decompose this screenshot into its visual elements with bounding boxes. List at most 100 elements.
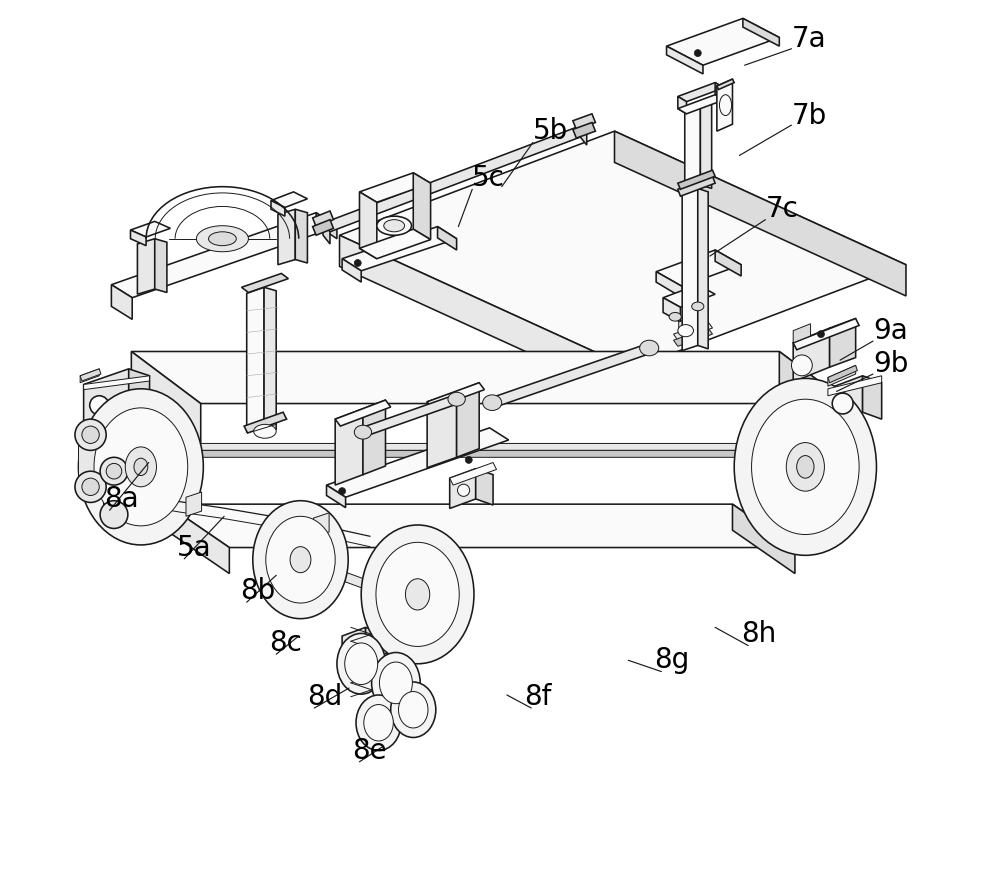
Polygon shape: [299, 556, 420, 608]
Polygon shape: [715, 250, 741, 276]
Ellipse shape: [82, 426, 99, 443]
Ellipse shape: [100, 457, 128, 485]
Polygon shape: [678, 170, 715, 189]
Polygon shape: [335, 400, 391, 426]
Text: 5c: 5c: [472, 164, 505, 192]
Circle shape: [465, 457, 472, 464]
Text: 8d: 8d: [307, 683, 343, 711]
Polygon shape: [685, 100, 700, 191]
Polygon shape: [149, 443, 817, 450]
Polygon shape: [656, 272, 682, 298]
Polygon shape: [828, 366, 856, 386]
Polygon shape: [717, 79, 734, 90]
Ellipse shape: [337, 634, 385, 694]
Ellipse shape: [719, 95, 732, 115]
Circle shape: [354, 259, 361, 266]
Ellipse shape: [752, 399, 859, 534]
Polygon shape: [678, 95, 724, 113]
Polygon shape: [656, 250, 741, 286]
Ellipse shape: [100, 501, 128, 528]
Text: 9a: 9a: [873, 317, 908, 345]
Polygon shape: [313, 220, 333, 235]
Polygon shape: [316, 213, 337, 238]
Polygon shape: [779, 352, 849, 487]
Polygon shape: [700, 100, 712, 189]
Ellipse shape: [372, 652, 420, 713]
Polygon shape: [715, 83, 724, 107]
Text: 5a: 5a: [177, 533, 212, 561]
Ellipse shape: [457, 485, 470, 497]
Ellipse shape: [75, 471, 106, 503]
Polygon shape: [342, 258, 361, 282]
Polygon shape: [667, 46, 703, 74]
Ellipse shape: [377, 217, 412, 235]
Polygon shape: [359, 173, 431, 203]
Polygon shape: [295, 210, 307, 263]
Polygon shape: [342, 227, 457, 271]
Polygon shape: [615, 131, 906, 296]
Polygon shape: [793, 324, 811, 343]
Text: 8c: 8c: [269, 629, 302, 657]
Polygon shape: [137, 238, 155, 294]
Polygon shape: [366, 628, 380, 665]
Ellipse shape: [82, 478, 99, 496]
Ellipse shape: [391, 682, 436, 738]
Polygon shape: [573, 122, 595, 138]
Polygon shape: [405, 635, 434, 651]
Polygon shape: [340, 131, 906, 368]
Polygon shape: [361, 395, 458, 436]
Text: 5b: 5b: [533, 117, 568, 145]
Circle shape: [817, 331, 824, 338]
Polygon shape: [247, 287, 264, 432]
Polygon shape: [678, 83, 724, 101]
Ellipse shape: [669, 313, 681, 321]
Polygon shape: [242, 273, 288, 292]
Ellipse shape: [364, 705, 393, 741]
Text: 8g: 8g: [654, 646, 690, 674]
Ellipse shape: [376, 542, 459, 646]
Ellipse shape: [253, 501, 348, 619]
Ellipse shape: [832, 393, 853, 414]
Polygon shape: [793, 319, 859, 350]
Polygon shape: [166, 505, 795, 547]
Polygon shape: [264, 287, 276, 430]
Polygon shape: [673, 322, 713, 340]
Circle shape: [339, 488, 346, 495]
Polygon shape: [732, 505, 795, 574]
Polygon shape: [84, 368, 129, 436]
Polygon shape: [244, 412, 287, 433]
Polygon shape: [149, 450, 817, 457]
Ellipse shape: [379, 662, 412, 704]
Ellipse shape: [254, 424, 276, 438]
Ellipse shape: [75, 419, 106, 450]
Polygon shape: [342, 628, 366, 669]
Text: 8h: 8h: [741, 621, 776, 649]
Polygon shape: [323, 126, 587, 232]
Polygon shape: [271, 201, 285, 217]
Polygon shape: [327, 428, 509, 498]
Polygon shape: [438, 227, 457, 250]
Polygon shape: [84, 375, 150, 389]
Ellipse shape: [266, 516, 335, 603]
Text: 8b: 8b: [240, 577, 275, 605]
Ellipse shape: [448, 392, 465, 406]
Polygon shape: [327, 485, 346, 507]
Polygon shape: [313, 211, 333, 227]
Circle shape: [694, 50, 701, 57]
Polygon shape: [413, 173, 431, 239]
Polygon shape: [743, 18, 779, 46]
Text: 8e: 8e: [353, 737, 387, 765]
Ellipse shape: [640, 340, 659, 356]
Text: 9b: 9b: [873, 349, 908, 378]
Polygon shape: [166, 505, 229, 574]
Polygon shape: [573, 113, 595, 129]
Ellipse shape: [290, 546, 311, 573]
Polygon shape: [368, 638, 410, 658]
Ellipse shape: [361, 525, 474, 663]
Polygon shape: [667, 18, 779, 65]
Ellipse shape: [134, 458, 148, 476]
Polygon shape: [271, 192, 307, 208]
Polygon shape: [476, 469, 493, 505]
Ellipse shape: [356, 695, 401, 751]
Text: 8a: 8a: [104, 485, 139, 513]
